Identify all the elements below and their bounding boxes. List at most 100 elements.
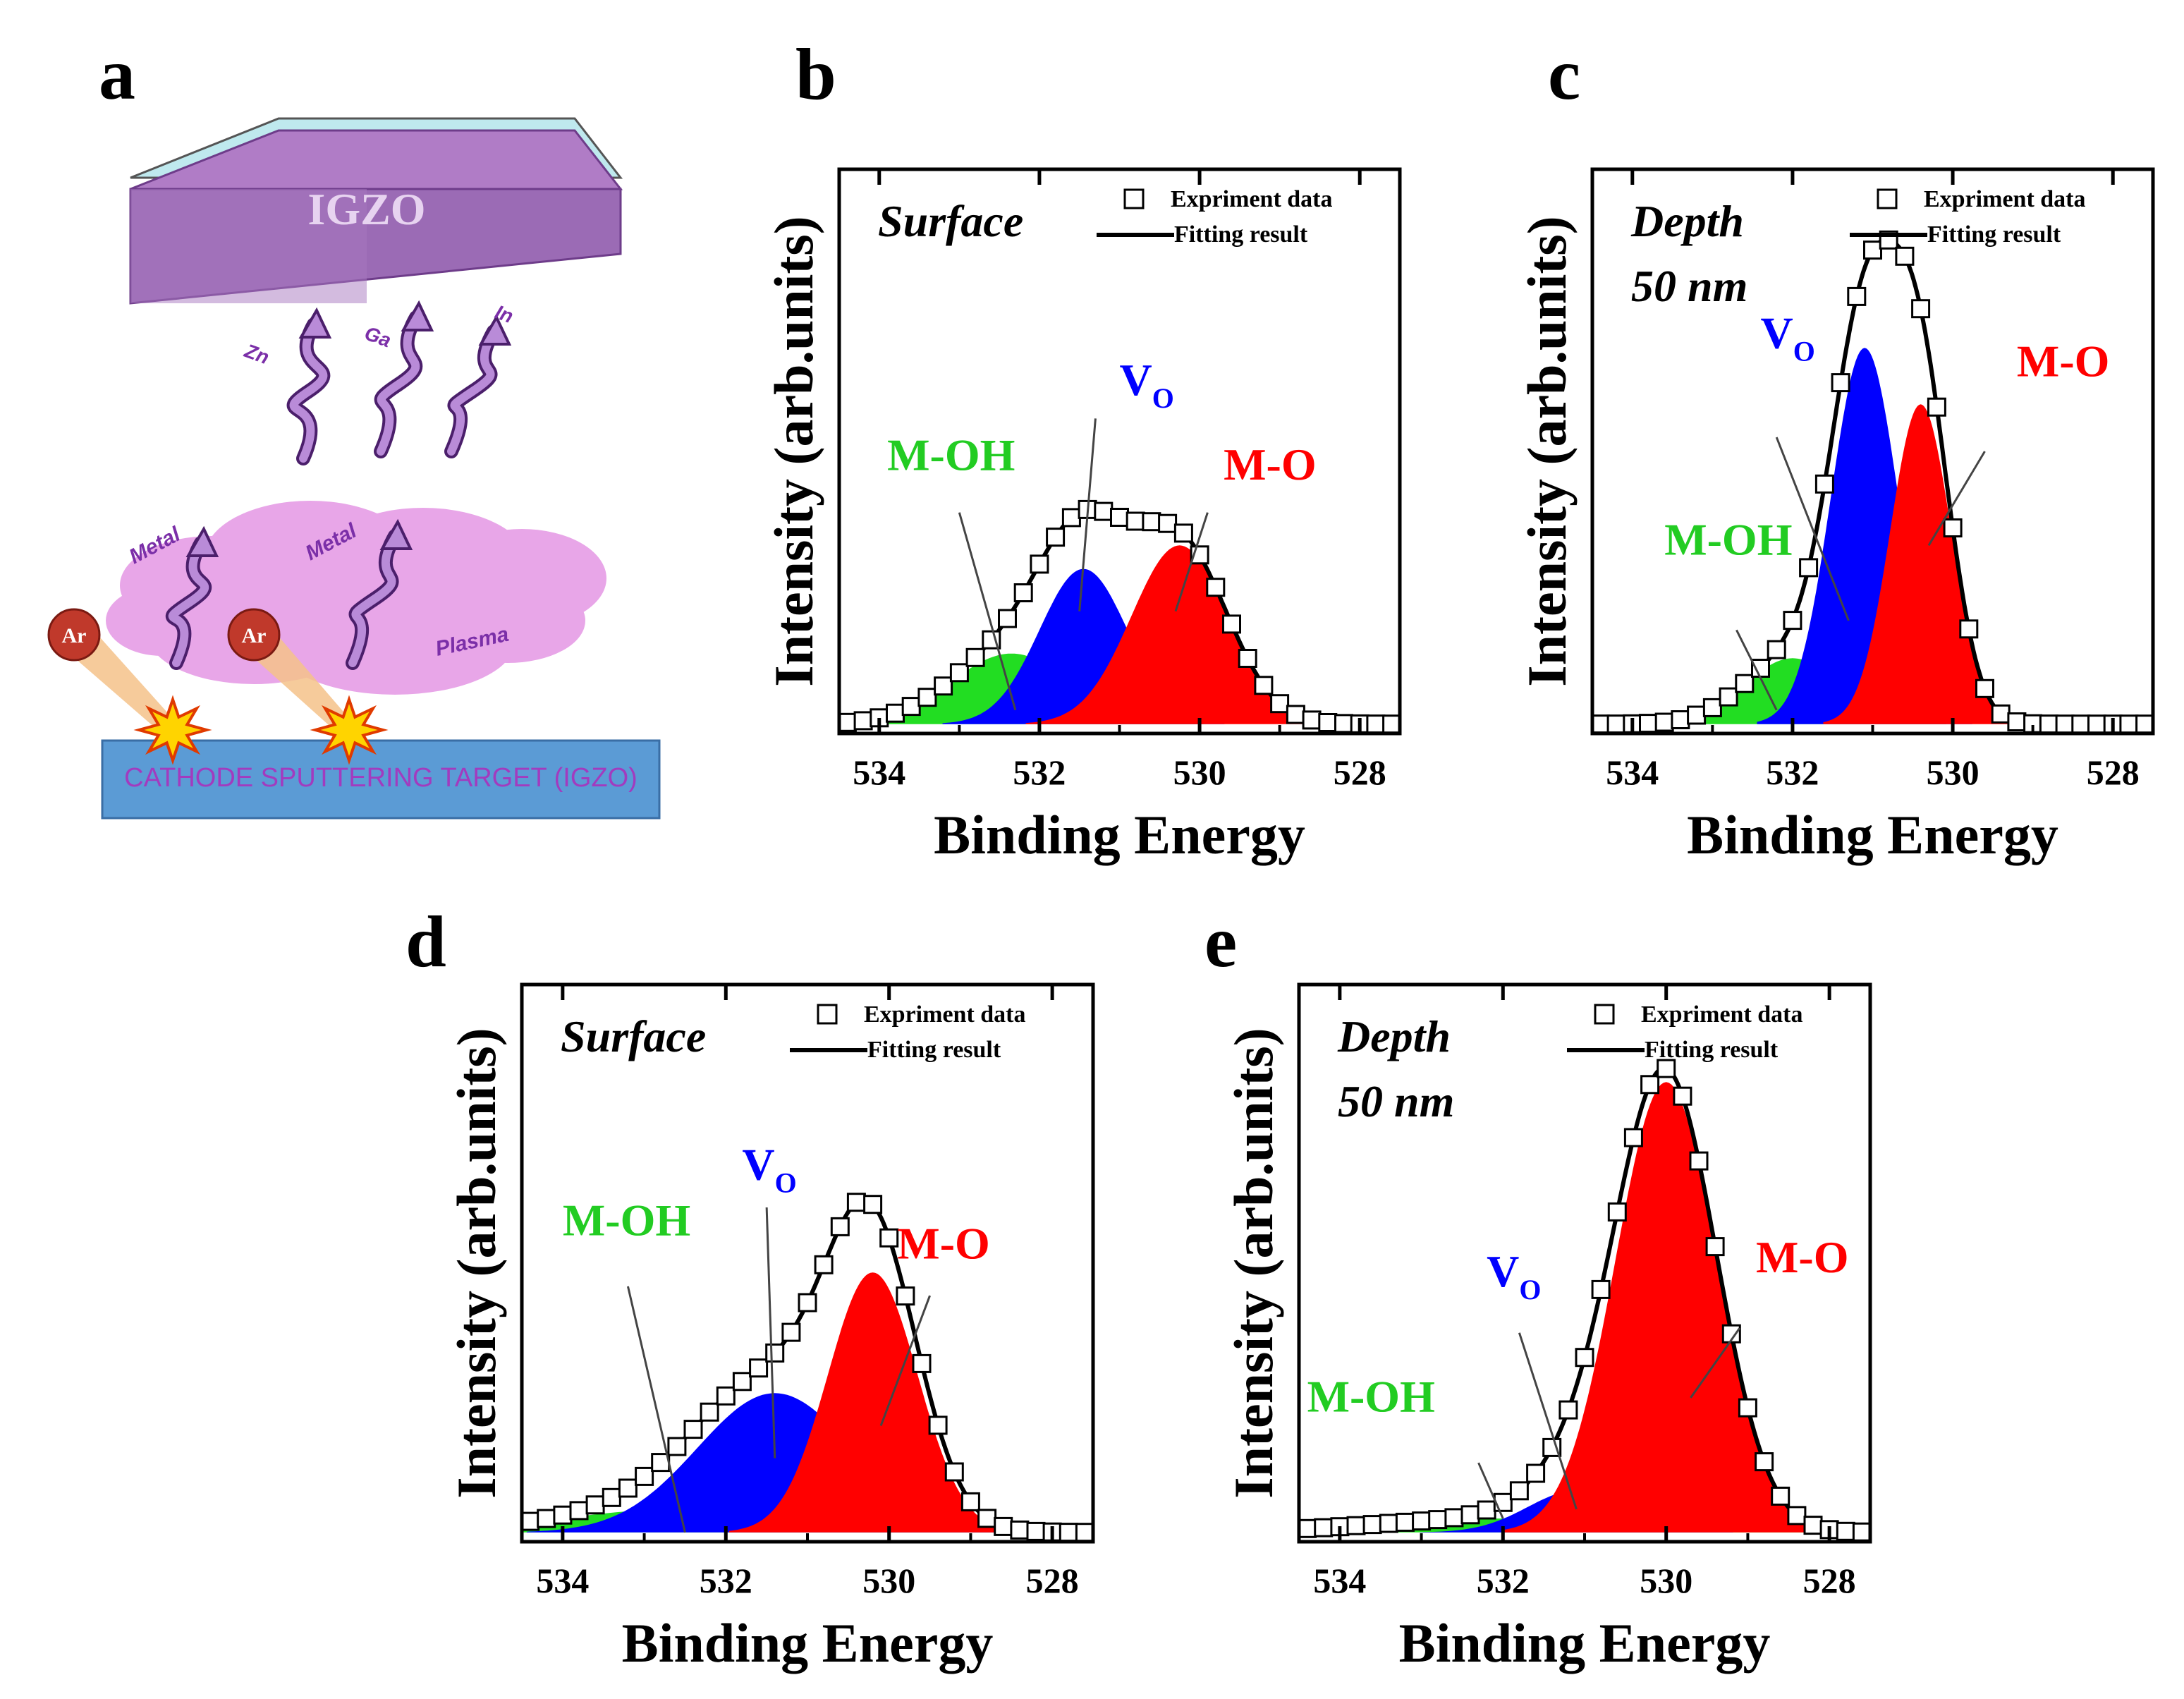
data-point-c bbox=[2039, 714, 2058, 733]
leader-m-o-b bbox=[1174, 512, 1209, 612]
film-top bbox=[130, 129, 623, 190]
metal-arrow-1 bbox=[168, 539, 209, 667]
panel-label-d: d bbox=[405, 901, 446, 982]
x-tick-label-c: 534 bbox=[1606, 753, 1659, 792]
leader-m-o-d bbox=[879, 1295, 931, 1426]
data-point-d bbox=[522, 1511, 540, 1531]
data-point-d bbox=[553, 1505, 573, 1525]
sputtering-target bbox=[101, 739, 661, 820]
chart-e: e 534 532 530 528 Binding Energy Intensity (ar… bbox=[1204, 901, 1872, 1674]
legend-marker-b bbox=[1123, 188, 1145, 209]
data-point-d bbox=[912, 1353, 932, 1373]
data-point-d bbox=[585, 1495, 605, 1515]
x-tick-label-c: 532 bbox=[1766, 753, 1819, 792]
data-point-b bbox=[901, 697, 921, 717]
data-point-d bbox=[667, 1437, 687, 1456]
panel-label-a: a bbox=[99, 34, 135, 115]
data-point-d bbox=[1026, 1521, 1046, 1541]
data-point-b bbox=[1302, 710, 1322, 730]
data-point-c bbox=[2007, 712, 2027, 731]
data-point-b bbox=[1061, 508, 1081, 528]
condition-label-e: Depth bbox=[1337, 1011, 1451, 1061]
data-point-d bbox=[537, 1509, 556, 1528]
peak-label-m-oh-c: M-OH bbox=[1664, 515, 1792, 565]
x-tick-label-d: 534 bbox=[536, 1561, 589, 1600]
data-point-c bbox=[2087, 714, 2106, 733]
data-point-b bbox=[1110, 508, 1129, 527]
xps-charts: b 534 532 530 528 Binding Energy Intensity (ar… bbox=[405, 34, 2155, 1674]
x-axis-title-c: Binding Energy bbox=[1687, 804, 2058, 865]
leader-vo-e bbox=[1518, 1332, 1578, 1510]
data-point-c bbox=[1927, 397, 1946, 417]
data-point-c bbox=[1959, 619, 1979, 639]
data-point-d bbox=[569, 1501, 589, 1521]
data-point-e bbox=[1428, 1510, 1448, 1530]
data-point-c bbox=[2119, 714, 2139, 733]
data-point-c bbox=[1606, 714, 1626, 733]
arrow-in bbox=[447, 327, 498, 456]
data-point-e bbox=[1705, 1237, 1725, 1257]
chart-b: b 534 532 530 528 Binding Energy Intensity (ar… bbox=[763, 34, 1402, 865]
ar-label-1: Ar bbox=[62, 624, 87, 647]
data-point-e bbox=[1673, 1086, 1692, 1106]
x-axis-title-d: Binding Energy bbox=[622, 1612, 994, 1674]
data-point-e bbox=[1803, 1516, 1823, 1535]
legend-markers-label-c: Expriment data bbox=[1924, 186, 2086, 212]
x-tick-label-b: 530 bbox=[1173, 753, 1226, 792]
peak-label-m-oh-d: M-OH bbox=[563, 1195, 690, 1246]
data-point-e bbox=[1477, 1500, 1496, 1520]
target-label: CATHODE SPUTTERING TARGET (IGZO) bbox=[124, 763, 637, 793]
data-point-b bbox=[1158, 513, 1178, 533]
data-point-c bbox=[1687, 705, 1707, 725]
y-axis-title-d: Intensity (arb.units) bbox=[446, 1028, 507, 1498]
data-point-e bbox=[1299, 1518, 1317, 1538]
data-point-b bbox=[1206, 578, 1226, 597]
data-point-d bbox=[928, 1415, 948, 1435]
data-point-b bbox=[917, 688, 937, 707]
data-point-b bbox=[1270, 694, 1290, 714]
ar-ion-2 bbox=[227, 608, 281, 662]
x-tick-label-b: 534 bbox=[853, 753, 905, 792]
data-point-c bbox=[1847, 286, 1867, 306]
leader-m-oh-d bbox=[626, 1286, 686, 1533]
data-point-b bbox=[853, 711, 873, 731]
peak-label-m-oh-e: M-OH bbox=[1307, 1372, 1435, 1422]
data-point-b bbox=[1046, 528, 1066, 547]
data-point-d bbox=[960, 1492, 980, 1511]
data-point-c bbox=[1783, 611, 1802, 631]
film-label: IGZO bbox=[307, 184, 425, 234]
data-point-c bbox=[1671, 710, 1690, 729]
data-point-e bbox=[1787, 1506, 1807, 1526]
arrow-in-head bbox=[478, 314, 512, 346]
x-tick-label-b: 532 bbox=[1013, 753, 1066, 792]
data-point-b bbox=[998, 609, 1017, 628]
legend-marker-d bbox=[817, 1004, 838, 1025]
x-tick-label-e: 532 bbox=[1477, 1561, 1530, 1600]
impact-star-2 bbox=[310, 695, 389, 765]
data-point-e bbox=[1444, 1508, 1464, 1528]
data-point-b bbox=[1286, 705, 1305, 724]
data-point-c bbox=[1767, 640, 1786, 659]
data-point-d bbox=[830, 1217, 850, 1236]
impact-star-1 bbox=[133, 695, 212, 765]
data-point-d bbox=[879, 1228, 899, 1248]
data-point-e bbox=[1852, 1522, 1870, 1542]
data-point-e bbox=[1509, 1481, 1529, 1501]
data-point-b bbox=[1366, 714, 1386, 733]
leader-m-oh-b bbox=[958, 512, 1017, 711]
leader-m-oh-e bbox=[1477, 1462, 1504, 1519]
peak-label-vo-c: VO bbox=[1761, 307, 1815, 367]
panel-label-b: b bbox=[795, 34, 836, 115]
metal-arrow-2 bbox=[348, 532, 399, 667]
arrow-ga-head bbox=[401, 300, 434, 331]
legend-line-label-b: Fitting result bbox=[1174, 221, 1308, 248]
x-tick-label-c: 530 bbox=[1927, 753, 1979, 792]
data-point-c bbox=[2135, 714, 2153, 733]
data-point-d bbox=[1010, 1520, 1030, 1540]
data-point-b bbox=[886, 703, 905, 723]
data-point-b bbox=[839, 712, 857, 732]
data-point-e bbox=[1607, 1202, 1627, 1222]
data-point-e bbox=[1314, 1518, 1334, 1537]
